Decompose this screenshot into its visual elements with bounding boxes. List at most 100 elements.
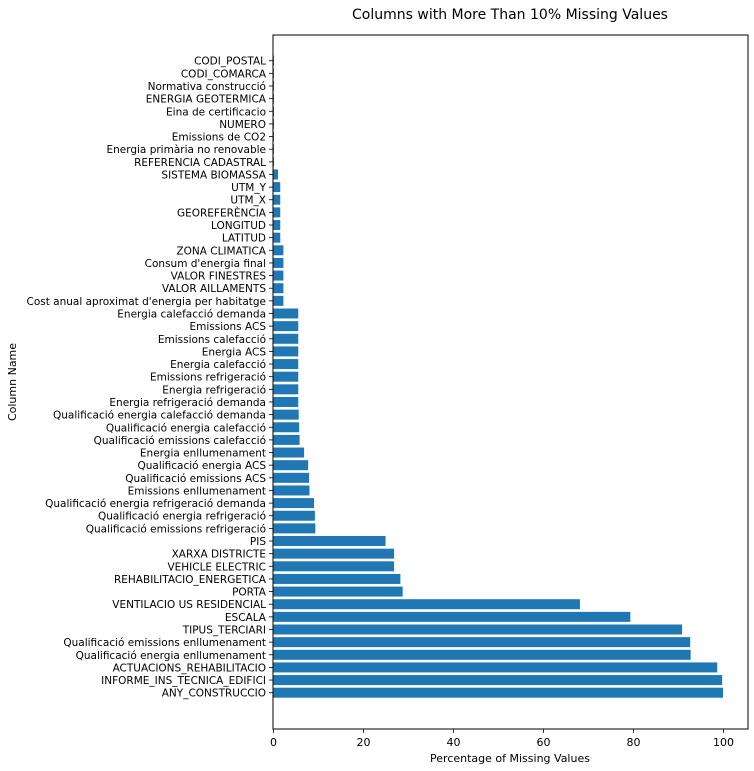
y-tick-label: Normativa construcció [148,81,266,93]
y-tick-label: NUMERO [219,119,266,131]
y-tick-label: Qualificació emissions ACS [125,473,266,485]
bar [273,675,723,686]
y-tick-label: ENERGIA GEOTERMICA [146,94,267,106]
bar [273,523,316,534]
y-tick-label: GEOREFERÈNCIA [177,206,267,219]
y-tick-label: UTM_Y [231,182,266,194]
y-tick-label: Cost anual aproximat d'energia per habit… [26,296,266,308]
bar [273,194,281,205]
bar [273,283,284,294]
y-tick-label: CODI_POSTAL [194,56,266,68]
bar [273,371,299,382]
y-tick-label: ESCALA [225,612,267,624]
bar [273,573,401,584]
y-tick-label: Qualificació emissions enllumenament [63,637,266,649]
bar [273,637,691,648]
y-tick-labels: ANY_CONSTRUCCIOINFORME_INS_TECNICA_EDIFI… [26,56,273,700]
bar [273,422,300,433]
y-tick-label: PIS [250,536,266,548]
y-tick-label: Energia enllumenament [140,448,266,460]
y-tick-label: Energia refrigeració [162,384,266,396]
y-tick-label: XARXA DISTRICTE [172,549,266,561]
y-tick-label: VENTILACIO US RESIDENCIAL [112,599,266,611]
y-tick-label: Energia primària no renovable [106,144,266,156]
y-tick-label: Qualificació energia refrigeració demand… [45,498,266,510]
chart-title: Columns with More Than 10% Missing Value… [352,7,668,23]
y-tick-label: INFORME_INS_TECNICA_EDIFICI [101,675,266,687]
y-tick-label: PORTA [232,587,267,599]
x-axis-label: Percentage of Missing Values [430,752,590,765]
bar [273,270,284,281]
y-tick-label: LATITUD [222,233,266,245]
y-tick-label: Emissions ACS [189,321,266,333]
bar [273,498,314,509]
bar [273,510,315,521]
bar [273,624,683,635]
y-tick-label: Consum d'energia final [145,258,266,270]
bar [273,182,281,193]
bar [273,384,299,395]
x-tick-label: 0 [270,736,277,749]
bar [273,434,300,445]
bar [273,333,299,344]
bar [273,460,309,471]
y-tick-label: ANY_CONSTRUCCIO [162,688,266,700]
bar [273,308,299,319]
x-ticks: 0 20 40 60 80 100 [270,729,734,749]
y-tick-label: Qualificació emissions calefacció [94,435,266,447]
bar [273,169,278,180]
x-tick-label: 60 [537,736,551,749]
y-tick-label: SISTEMA BIOMASSA [161,169,266,181]
x-tick-label: 80 [627,736,641,749]
bar [273,232,281,243]
bar [273,485,310,496]
y-tick-label: Energia refrigeració demanda [109,397,266,409]
y-tick-label: VEHICLE ELECTRIC [167,561,266,573]
bar [273,447,305,458]
y-tick-label: Emissions refrigeració [150,372,266,384]
x-tick-label: 40 [447,736,461,749]
x-tick-label: 100 [713,736,734,749]
y-tick-label: UTM_X [230,195,266,207]
y-tick-label: TIPUS_TERCIARI [182,625,266,637]
bar [273,687,724,698]
bar [273,662,718,673]
y-tick-label: REHABILITACIO_ENERGETICA [114,574,267,586]
y-tick-label: Energia ACS [202,346,267,358]
y-tick-label: REFERENCIA CADASTRAL [134,157,266,169]
bar [273,396,299,407]
bar [273,548,395,559]
bar [273,359,299,370]
x-tick-label: 20 [357,736,371,749]
y-tick-label: VALOR FINESTRES [171,271,267,283]
bar [273,295,284,306]
y-tick-label: Energia calefacció [170,359,266,371]
bar [273,245,284,256]
bar [273,536,386,547]
y-tick-label: Emissions enllumenament [128,485,266,497]
y-tick-label: Qualificació energia calefacció demanda [53,410,266,422]
y-tick-label: CODI_COMARCA [181,68,267,80]
y-tick-label: Qualificació energia refrigeració [98,511,266,523]
y-tick-label: Qualificació emissions refrigeració [86,523,266,535]
plot-frame [272,34,749,730]
bar [273,257,284,268]
y-tick-label: Emissions calefacció [158,334,266,346]
bar [273,220,281,231]
y-tick-label: ZONA CLIMATICA [176,245,266,257]
y-tick-label: Eina de certificacio [166,106,266,118]
bar [273,599,580,610]
y-axis-label: Column Name [6,343,19,421]
y-tick-label: Emissions de CO2 [172,132,266,144]
bar [273,207,281,218]
bar [273,586,403,597]
y-tick-label: Qualificació energia enllumenament [76,650,266,662]
bar [273,561,395,572]
bar [273,611,631,622]
y-tick-label: VALOR AILLAMENTS [162,283,266,295]
bar [273,649,691,660]
y-tick-label: Qualificació energia calefacció [106,422,266,434]
bar [273,409,299,420]
bar [273,346,299,357]
